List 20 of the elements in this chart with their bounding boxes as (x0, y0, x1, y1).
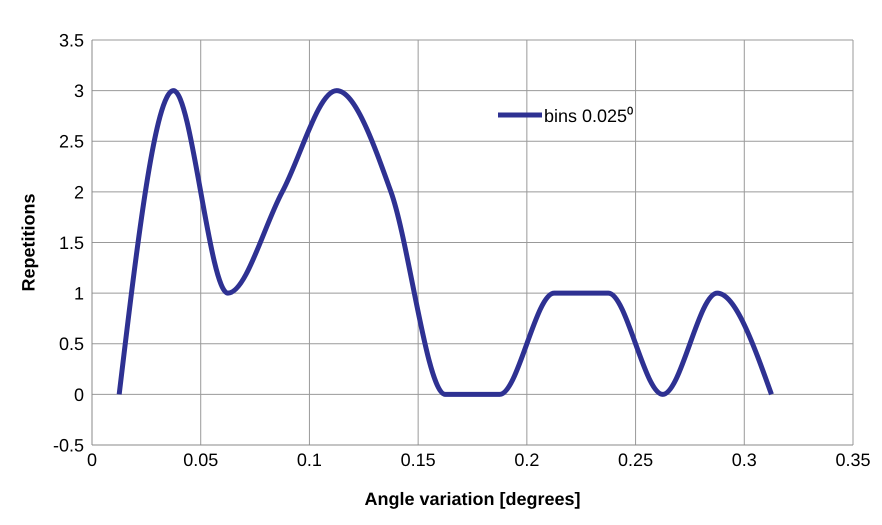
x-tick-label: 0 (86, 450, 98, 470)
y-tick-label: 1 (74, 284, 84, 304)
x-axis-title: Angle variation [degrees] (364, 489, 581, 509)
y-tick-label: 0 (74, 384, 84, 405)
x-tick-label: 0.35 (835, 450, 871, 470)
x-tick-label: 0.15 (400, 450, 436, 470)
y-tick-label: 1.5 (58, 232, 84, 253)
legend-label: bins 0.025⁰ (544, 105, 634, 127)
y-tick-label: 2.5 (58, 132, 84, 152)
x-tick-label: 0.3 (732, 450, 757, 470)
y-tick-label: 3.5 (58, 30, 84, 50)
x-tick-label: 0.2 (514, 450, 540, 470)
y-tick-label: -0.5 (52, 435, 84, 456)
x-tick-label: 0.25 (618, 450, 654, 470)
y-tick-label: 2 (74, 182, 84, 202)
y-tick-label: 0.5 (58, 334, 84, 354)
x-tick-label: 0.1 (296, 450, 322, 470)
y-tick-label: 3 (74, 81, 84, 102)
x-tick-label: 0.05 (183, 450, 218, 470)
y-axis-title: Repetitions (18, 193, 38, 292)
